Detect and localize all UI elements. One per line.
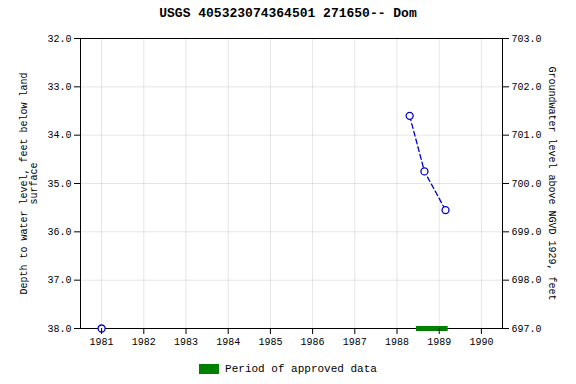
html-text:USGS 405323074364501 271650--: USGS 405323074364501 271650-- Dom bbox=[159, 6, 417, 21]
svg-text:1983: 1983 bbox=[174, 337, 198, 348]
svg-text:702.0: 702.0 bbox=[512, 82, 542, 93]
html-text:Period of approved data: Period of approved data bbox=[225, 363, 377, 375]
svg-text:Depth to water level, feet bel: Depth to water level, feet below landsur… bbox=[19, 72, 40, 294]
svg-text:33.0: 33.0 bbox=[47, 82, 71, 93]
svg-text:698.0: 698.0 bbox=[512, 275, 542, 286]
svg-text:1987: 1987 bbox=[343, 337, 367, 348]
svg-text:703.0: 703.0 bbox=[512, 34, 542, 45]
svg-text:34.0: 34.0 bbox=[47, 130, 71, 141]
svg-text:1985: 1985 bbox=[258, 337, 282, 348]
svg-text:1986: 1986 bbox=[301, 337, 325, 348]
svg-text:1982: 1982 bbox=[132, 337, 156, 348]
svg-text:35.0: 35.0 bbox=[47, 179, 71, 190]
svg-text:701.0: 701.0 bbox=[512, 130, 542, 141]
svg-text:36.0: 36.0 bbox=[47, 227, 71, 238]
svg-text:699.0: 699.0 bbox=[512, 227, 542, 238]
svg-text:Groundwater level above NGVD 1: Groundwater level above NGVD 1929, feet bbox=[546, 66, 557, 300]
svg-text:1988: 1988 bbox=[385, 337, 409, 348]
svg-text:697.0: 697.0 bbox=[512, 324, 542, 335]
svg-text:1984: 1984 bbox=[216, 337, 240, 348]
svg-text:1981: 1981 bbox=[90, 337, 114, 348]
svg-text:1989: 1989 bbox=[427, 337, 451, 348]
svg-text:38.0: 38.0 bbox=[47, 324, 71, 335]
svg-text:37.0: 37.0 bbox=[47, 275, 71, 286]
svg-text:700.0: 700.0 bbox=[512, 179, 542, 190]
svg-text:32.0: 32.0 bbox=[47, 34, 71, 45]
svg-text:1990: 1990 bbox=[469, 337, 493, 348]
